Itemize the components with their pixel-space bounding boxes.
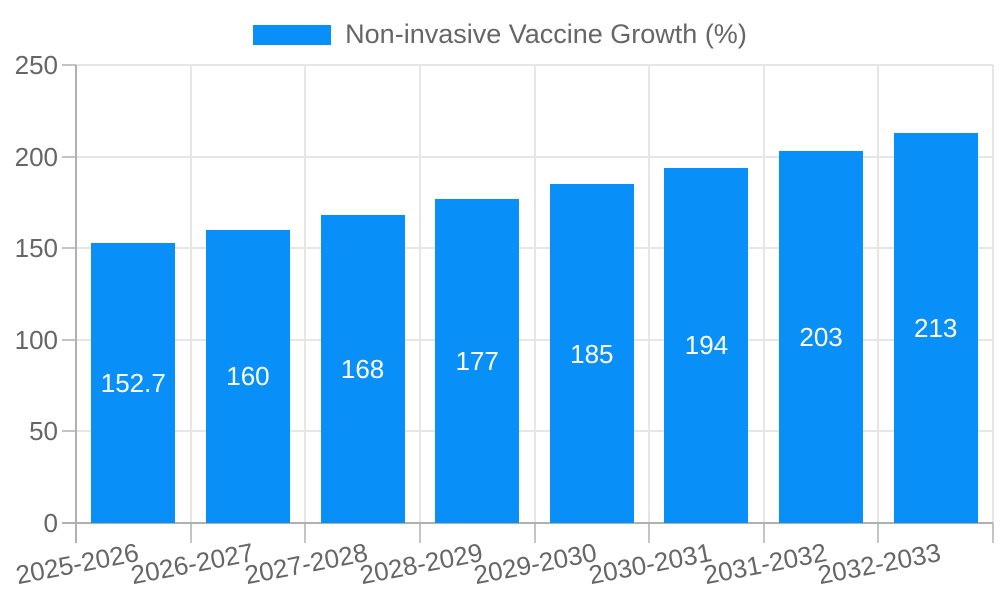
gridline-v [533,65,536,523]
x-tick-label: 2026-2027 [127,537,256,591]
y-tick-mark [62,338,76,341]
y-tick-mark [62,155,76,158]
bar [435,198,520,523]
x-tick-label: 2030-2031 [586,537,715,591]
y-tick-mark [62,247,76,250]
x-tick-label: 2028-2029 [357,537,485,591]
y-tick-label: 0 [43,508,58,538]
bar [205,229,290,523]
bar-value-label: 194 [684,330,729,361]
x-tick-label: 2025-2026 [13,537,142,591]
gridline-v [418,65,421,523]
x-tick-label: 2027-2028 [242,537,371,591]
gridline-v [304,65,307,523]
bar-value-label: 203 [799,322,843,353]
legend-label: Non-invasive Vaccine Growth (%) [345,19,747,49]
x-tick-mark [533,523,536,543]
y-tick-label: 50 [29,416,58,447]
x-tick-mark [648,523,651,543]
x-tick-mark [877,523,880,543]
x-tick-mark [762,523,765,543]
legend-color-swatch [253,24,332,45]
bar [779,151,864,523]
x-tick-mark [992,523,994,543]
y-tick-mark [62,522,76,524]
gridline-v [189,65,192,523]
bar-value-label: 152.7 [100,368,166,399]
x-tick-label: 2031-2032 [701,537,829,591]
y-tick-mark [62,64,76,66]
gridline-v [992,65,994,523]
legend[interactable]: Non-invasive Vaccine Growth (%) [0,19,1000,50]
gridline-v [648,65,651,523]
bar [549,184,634,523]
y-tick-label: 200 [14,141,58,172]
y-tick-label: 150 [14,233,58,264]
y-tick-label: 100 [14,324,58,355]
y-tick-label: 250 [14,50,58,80]
x-tick-mark [304,523,307,543]
gridline-v [877,65,880,523]
bar [893,132,978,523]
bar-value-label: 160 [226,361,270,392]
y-axis-line [75,65,77,543]
bar [320,215,405,523]
y-tick-mark [62,430,76,433]
x-tick-mark [75,523,77,543]
x-tick-mark [418,523,421,543]
bar [91,243,176,523]
gridline-v [762,65,765,523]
bar-value-label: 177 [455,345,499,376]
bar-value-label: 168 [340,354,385,385]
x-tick-label: 2032-2033 [815,537,944,591]
gridline-h [76,64,993,66]
x-tick-label: 2029-2030 [471,537,600,591]
bar-value-label: 213 [913,312,958,343]
bar-value-label: 185 [570,338,614,369]
x-tick-mark [189,523,192,543]
bar [664,167,749,523]
